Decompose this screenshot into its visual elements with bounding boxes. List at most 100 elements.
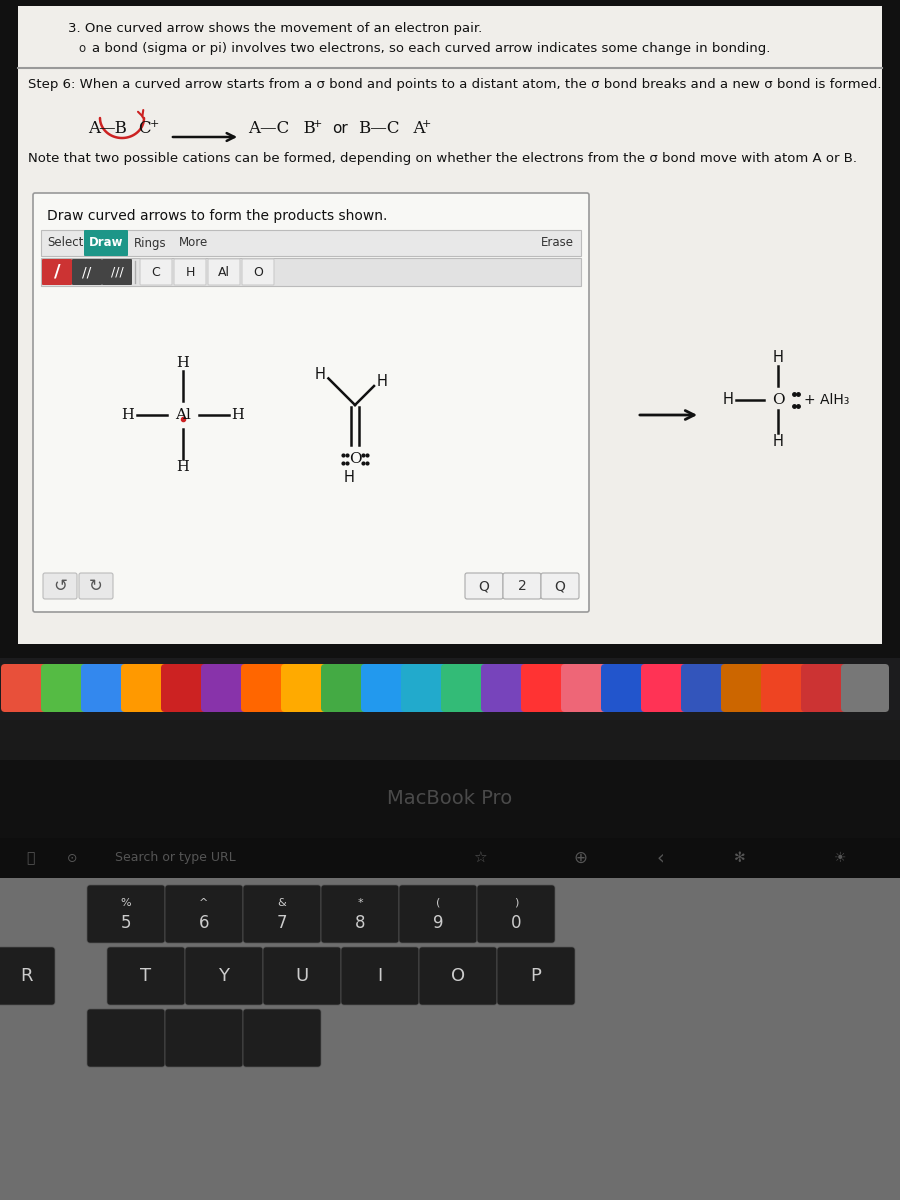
Text: 8: 8 — [355, 914, 365, 932]
Text: H: H — [176, 460, 189, 474]
FancyBboxPatch shape — [399, 886, 477, 943]
FancyBboxPatch shape — [161, 664, 209, 712]
Text: o: o — [78, 42, 86, 55]
Text: H: H — [344, 469, 355, 485]
Text: 3. One curved arrow shows the movement of an electron pair.: 3. One curved arrow shows the movement o… — [68, 22, 482, 35]
Text: (: ( — [436, 898, 440, 907]
FancyBboxPatch shape — [641, 664, 689, 712]
FancyBboxPatch shape — [361, 664, 409, 712]
FancyBboxPatch shape — [79, 572, 113, 599]
FancyBboxPatch shape — [321, 664, 369, 712]
Text: %: % — [121, 898, 131, 907]
Bar — [0, 658, 900, 720]
FancyBboxPatch shape — [263, 947, 341, 1006]
FancyBboxPatch shape — [201, 664, 249, 712]
FancyBboxPatch shape — [419, 947, 497, 1006]
Text: Erase: Erase — [541, 236, 573, 250]
Text: + AlH₃: + AlH₃ — [804, 392, 850, 407]
FancyBboxPatch shape — [87, 886, 165, 943]
Text: 9: 9 — [433, 914, 443, 932]
Text: ↺: ↺ — [53, 577, 67, 595]
FancyBboxPatch shape — [87, 1009, 165, 1067]
FancyBboxPatch shape — [465, 572, 503, 599]
FancyBboxPatch shape — [401, 664, 449, 712]
Text: H: H — [231, 408, 245, 422]
FancyBboxPatch shape — [1, 664, 49, 712]
Text: H: H — [176, 356, 189, 370]
Text: H: H — [772, 350, 783, 366]
Text: O: O — [771, 392, 784, 407]
Text: H: H — [376, 374, 387, 390]
FancyBboxPatch shape — [84, 230, 128, 256]
FancyBboxPatch shape — [441, 664, 489, 712]
FancyBboxPatch shape — [497, 947, 575, 1006]
FancyBboxPatch shape — [241, 664, 289, 712]
Bar — [0, 838, 900, 878]
FancyBboxPatch shape — [521, 664, 569, 712]
Text: +: + — [313, 119, 322, 128]
Bar — [0, 0, 900, 658]
FancyBboxPatch shape — [801, 664, 849, 712]
Text: More: More — [178, 236, 208, 250]
Text: Draw curved arrows to form the products shown.: Draw curved arrows to form the products … — [47, 209, 387, 223]
Text: ⊕: ⊕ — [573, 850, 587, 866]
FancyBboxPatch shape — [477, 886, 555, 943]
Text: Draw: Draw — [89, 236, 123, 250]
Text: 7: 7 — [277, 914, 287, 932]
Text: //: // — [83, 265, 92, 278]
FancyBboxPatch shape — [0, 947, 55, 1006]
Text: H: H — [315, 367, 326, 382]
FancyBboxPatch shape — [481, 664, 529, 712]
Text: B—C: B—C — [358, 120, 400, 137]
Text: /: / — [54, 263, 60, 281]
FancyBboxPatch shape — [243, 886, 321, 943]
FancyBboxPatch shape — [761, 664, 809, 712]
FancyBboxPatch shape — [321, 886, 399, 943]
Text: U: U — [295, 967, 309, 985]
Bar — [0, 878, 900, 1200]
Text: H: H — [185, 265, 194, 278]
FancyBboxPatch shape — [33, 193, 589, 612]
FancyBboxPatch shape — [541, 572, 579, 599]
Text: O: O — [348, 452, 361, 466]
Bar — [41, 258, 581, 286]
FancyBboxPatch shape — [43, 572, 77, 599]
Text: C: C — [151, 265, 160, 278]
Text: B: B — [293, 120, 316, 137]
Text: H: H — [772, 434, 783, 450]
Text: ///: /// — [111, 265, 123, 278]
Text: 0: 0 — [511, 914, 521, 932]
Text: 6: 6 — [199, 914, 209, 932]
Text: ⓓ: ⓓ — [26, 851, 34, 865]
FancyBboxPatch shape — [185, 947, 263, 1006]
Text: R: R — [20, 967, 32, 985]
Text: Rings: Rings — [134, 236, 166, 250]
FancyBboxPatch shape — [81, 664, 129, 712]
FancyBboxPatch shape — [561, 664, 609, 712]
FancyBboxPatch shape — [107, 947, 185, 1006]
Text: ☀: ☀ — [833, 851, 846, 865]
FancyBboxPatch shape — [341, 947, 419, 1006]
Text: Q: Q — [479, 578, 490, 593]
Text: or: or — [332, 121, 347, 136]
FancyBboxPatch shape — [121, 664, 169, 712]
Text: A: A — [403, 120, 426, 137]
Text: Y: Y — [219, 967, 230, 985]
Text: ⊙: ⊙ — [67, 852, 77, 864]
FancyBboxPatch shape — [174, 259, 206, 284]
Text: A—C: A—C — [248, 120, 289, 137]
Text: *: * — [357, 898, 363, 907]
Text: Step 6: When a curved arrow starts from a σ bond and points to a distant atom, t: Step 6: When a curved arrow starts from … — [28, 78, 881, 91]
Text: Search or type URL: Search or type URL — [115, 852, 236, 864]
FancyBboxPatch shape — [41, 664, 89, 712]
Text: &: & — [277, 898, 286, 907]
FancyBboxPatch shape — [601, 664, 649, 712]
FancyBboxPatch shape — [243, 1009, 321, 1067]
Text: a bond (sigma or pi) involves two electrons, so each curved arrow indicates some: a bond (sigma or pi) involves two electr… — [92, 42, 770, 55]
Text: 5: 5 — [121, 914, 131, 932]
FancyBboxPatch shape — [281, 664, 329, 712]
Text: P: P — [531, 967, 542, 985]
Text: —B: —B — [98, 120, 127, 137]
Text: ^: ^ — [199, 898, 209, 907]
Text: Note that two possible cations can be formed, depending on whether the electrons: Note that two possible cations can be fo… — [28, 152, 857, 164]
